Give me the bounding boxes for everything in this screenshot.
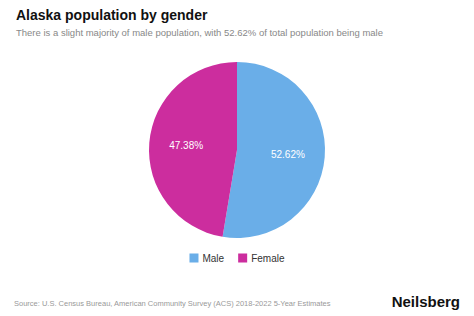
pie (149, 62, 325, 238)
subtitle: There is a slight majority of male popul… (16, 27, 383, 38)
legend-swatch (189, 254, 198, 263)
legend-label: Male (202, 253, 224, 264)
legend-swatch (238, 254, 247, 263)
legend-item: Male (189, 253, 224, 264)
pie-slice (149, 62, 237, 237)
source: Source: U.S. Census Bureau, American Com… (14, 299, 331, 308)
data-label: 52.62% (271, 149, 305, 160)
data-label: 47.38% (169, 140, 203, 151)
data-labels: 52.62% 47.38% (169, 140, 305, 159)
chart: Alaska population by gender There is a sl… (0, 0, 474, 316)
legend-item: Female (238, 253, 285, 264)
pie-slice (223, 62, 325, 238)
brand: Neilsberg (392, 293, 460, 310)
legend-label: Female (251, 253, 285, 264)
legend: Male Female (189, 253, 284, 264)
title: Alaska population by gender (16, 7, 208, 23)
